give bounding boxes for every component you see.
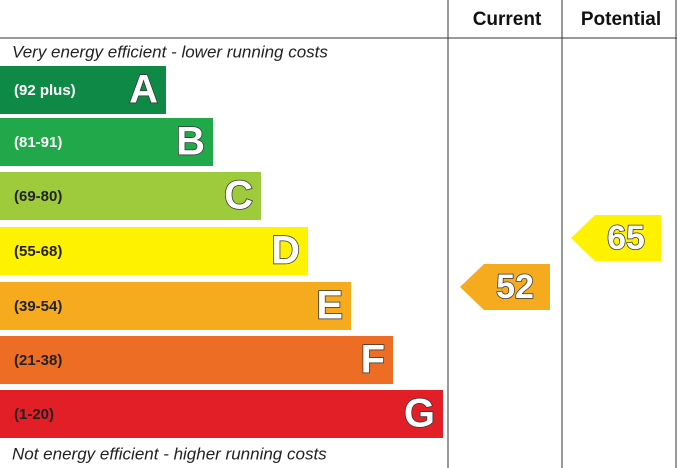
band-range: (1-20) <box>14 406 54 423</box>
band-bar <box>0 282 351 330</box>
potential-value: 65 <box>607 219 645 257</box>
band-range: (39-54) <box>14 298 62 315</box>
band-letter: C <box>224 174 253 218</box>
band-letter: A <box>129 68 158 112</box>
band-bar <box>0 390 443 438</box>
band-range: (55-68) <box>14 243 62 260</box>
potential-arrow <box>571 215 661 261</box>
top-note: Very energy efficient - lower running co… <box>12 42 328 61</box>
band-letter: G <box>404 392 435 436</box>
current-arrow <box>460 264 550 310</box>
bottom-note: Not energy efficient - higher running co… <box>12 444 327 463</box>
band-bar <box>0 336 393 384</box>
band-letter: B <box>176 120 205 164</box>
current-header: Current <box>473 9 542 30</box>
band-bar <box>0 118 213 166</box>
current-value: 52 <box>496 268 534 306</box>
band-bar <box>0 172 261 220</box>
band-range: (92 plus) <box>14 82 76 99</box>
band-letter: E <box>316 284 343 328</box>
band-range: (21-38) <box>14 352 62 369</box>
band-range: (81-91) <box>14 134 62 151</box>
band-range: (69-80) <box>14 188 62 205</box>
band-bar <box>0 227 308 275</box>
potential-header: Potential <box>581 9 661 30</box>
band-letter: F <box>361 338 385 382</box>
band-letter: D <box>271 229 300 273</box>
band-bar <box>0 66 166 114</box>
